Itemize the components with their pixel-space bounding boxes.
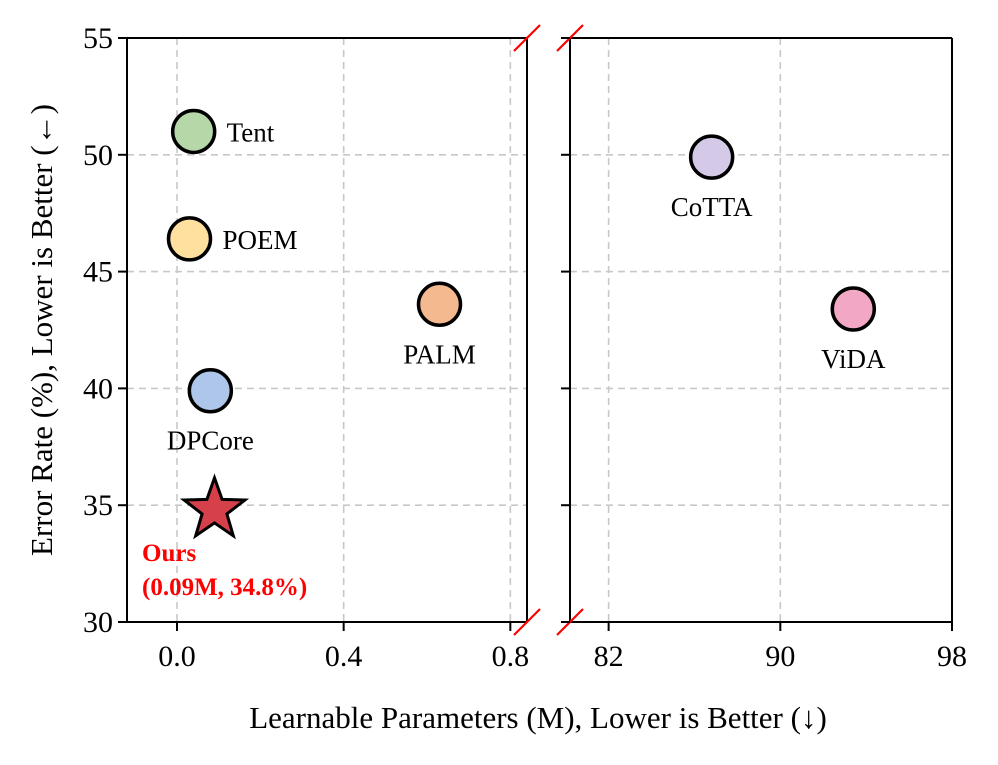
label-vida: ViDA bbox=[821, 344, 886, 374]
point-poem bbox=[166, 216, 213, 262]
annotation-ours: (0.09M, 34.8%) bbox=[142, 574, 307, 601]
point-tent bbox=[170, 108, 217, 155]
axes-frame bbox=[126, 24, 953, 636]
labels-layer: Tent POEM PALM DPCore CoTTA ViDA Ours (0.09M, 3… bbox=[142, 117, 886, 600]
y-tick-label: 55 bbox=[83, 22, 113, 55]
y-tick-label: 30 bbox=[83, 606, 113, 639]
x-tick-label: 98 bbox=[937, 640, 967, 673]
point-ours bbox=[179, 473, 250, 540]
label-tent: Tent bbox=[227, 117, 275, 147]
y-tick-label: 40 bbox=[83, 372, 113, 405]
x-axis-label: Learnable Parameters (M), Lower is Bette… bbox=[249, 700, 827, 735]
label-dpcore: DPCore bbox=[167, 426, 254, 456]
x-tick-label: 82 bbox=[594, 640, 624, 673]
point-palm bbox=[416, 281, 463, 328]
x-tick-label: 0.0 bbox=[158, 640, 196, 673]
label-poem: POEM bbox=[223, 225, 298, 255]
axis-break-mark bbox=[513, 24, 541, 52]
y-tick-label: 45 bbox=[83, 256, 113, 289]
axis-break-mark bbox=[513, 608, 541, 636]
x-tick-label: 0.4 bbox=[325, 640, 363, 673]
label-palm: PALM bbox=[403, 339, 476, 369]
x-tick-label: 90 bbox=[765, 640, 795, 673]
point-vida bbox=[830, 286, 877, 332]
y-axis-label: Error Rate (%), Lower is Better (←) bbox=[24, 104, 59, 556]
label-cotta: CoTTA bbox=[671, 192, 753, 222]
y-tick-label: 35 bbox=[83, 489, 113, 522]
tick-layer: 30 35 40 45 50 55 0.0 0.4 0.8 82 90 98 bbox=[83, 22, 967, 673]
label-ours: Ours bbox=[142, 540, 196, 567]
point-dpcore bbox=[187, 367, 234, 414]
points-layer bbox=[166, 108, 877, 540]
y-tick-label: 50 bbox=[83, 139, 113, 172]
point-cotta bbox=[688, 134, 735, 180]
x-tick-label: 0.8 bbox=[492, 640, 530, 673]
